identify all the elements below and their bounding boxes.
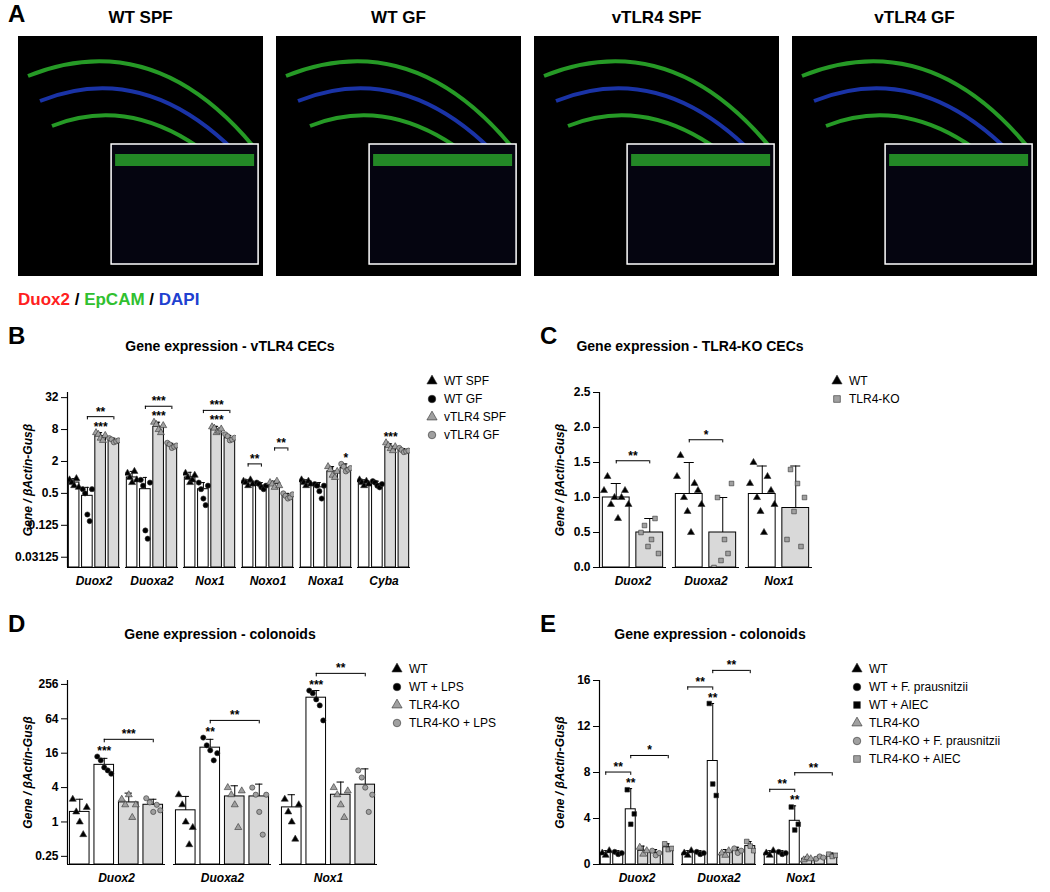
- svg-text:256: 256: [38, 677, 58, 691]
- svg-text:***: ***: [309, 678, 323, 692]
- html-text:vTLR4 SPF: vTLR4 SPF: [611, 8, 702, 27]
- html-text:WT GF: WT GF: [444, 392, 483, 406]
- svg-text:Nox1: Nox1: [314, 871, 344, 885]
- svg-text:**: **: [614, 760, 624, 774]
- html-text:TLR4-KO + F. prausnitzii: TLR4-KO + F. prausnitzii: [869, 734, 1000, 748]
- html-text:Gene expression - TLR4-KO CECs: Gene expression - TLR4-KO CECs: [576, 338, 804, 354]
- svg-text:Duoxa2: Duoxa2: [697, 871, 741, 885]
- html-text:vTLR4 GF: vTLR4 GF: [874, 8, 955, 27]
- svg-text:Nox1: Nox1: [786, 871, 816, 885]
- svg-text:Noxa1: Noxa1: [308, 574, 344, 588]
- svg-text:Duoxa2: Duoxa2: [684, 574, 728, 588]
- html-text:E: E: [540, 610, 556, 637]
- svg-text:1.0: 1.0: [574, 490, 591, 504]
- html-text:WT SPF: WT SPF: [444, 374, 490, 388]
- svg-text:Gene / βActin-Gusβ: Gene / βActin-Gusβ: [21, 423, 35, 536]
- svg-text:16: 16: [45, 746, 59, 760]
- svg-text:2: 2: [52, 454, 59, 468]
- svg-text:**: **: [790, 793, 800, 807]
- svg-text:2.5: 2.5: [574, 385, 591, 399]
- svg-text:0.03125: 0.03125: [15, 550, 59, 564]
- html-text:WT + AIEC: WT + AIEC: [869, 698, 929, 712]
- svg-text:12: 12: [577, 719, 591, 733]
- svg-text:**: **: [778, 777, 788, 791]
- svg-text:0: 0: [584, 857, 591, 871]
- svg-text:*: *: [344, 451, 349, 465]
- html-text:TLR4-KO: TLR4-KO: [409, 698, 460, 712]
- svg-text:***: ***: [97, 744, 111, 758]
- svg-text:Duox2: Duox2: [615, 574, 652, 588]
- svg-text:0.5: 0.5: [574, 525, 591, 539]
- svg-text:Gene / βActin-Gusβ: Gene / βActin-Gusβ: [553, 423, 567, 536]
- svg-text:0.25: 0.25: [35, 849, 59, 863]
- html-text:WT GF: WT GF: [371, 8, 426, 27]
- svg-text:**: **: [250, 452, 260, 466]
- svg-text:***: ***: [152, 409, 166, 423]
- svg-text:**: **: [708, 691, 718, 705]
- svg-text:***: ***: [122, 727, 136, 741]
- svg-text:Duox2: Duox2: [619, 871, 656, 885]
- html-text:TLR4-KO + LPS: TLR4-KO + LPS: [409, 716, 496, 730]
- svg-text:Nox1: Nox1: [195, 574, 225, 588]
- svg-text:**: **: [626, 776, 636, 790]
- html-text:vTLR4 GF: vTLR4 GF: [444, 428, 500, 442]
- html-text:Gene expression - vTLR4 CECs: Gene expression - vTLR4 CECs: [125, 338, 335, 354]
- html-text:WT: WT: [849, 374, 868, 388]
- svg-text:**: **: [809, 761, 819, 775]
- svg-text:**: **: [206, 725, 216, 739]
- html-text:C: C: [540, 322, 558, 349]
- svg-text:Noxo1: Noxo1: [250, 574, 287, 588]
- html-text:Gene expression - colonoids: Gene expression - colonoids: [124, 626, 316, 642]
- svg-text:**: **: [336, 661, 346, 675]
- svg-text:8: 8: [584, 765, 591, 779]
- html-text:D: D: [8, 610, 26, 637]
- svg-text:***: ***: [210, 413, 224, 427]
- html-text:TLR4-KO + AIEC: TLR4-KO + AIEC: [869, 752, 961, 766]
- svg-text:**: **: [96, 405, 106, 419]
- svg-text:16: 16: [577, 673, 591, 687]
- svg-text:64: 64: [45, 712, 59, 726]
- html-text:WT: WT: [869, 662, 888, 676]
- svg-text:Nox1: Nox1: [764, 574, 794, 588]
- svg-text:***: ***: [210, 398, 224, 412]
- svg-text:Duox2: Duox2: [98, 871, 135, 885]
- svg-text:**: **: [230, 708, 240, 722]
- html-text:TLR4-KO: TLR4-KO: [849, 392, 900, 406]
- svg-text:Gene / βActin-Gusβ: Gene / βActin-Gusβ: [553, 716, 567, 829]
- svg-text:4: 4: [52, 780, 59, 794]
- svg-text:***: ***: [152, 394, 166, 408]
- svg-text:**: **: [628, 449, 638, 463]
- html-text:WT SPF: WT SPF: [108, 8, 173, 27]
- svg-text:***: ***: [384, 430, 398, 444]
- html-text:WT + LPS: WT + LPS: [409, 680, 464, 694]
- html-text:WT: WT: [409, 662, 428, 676]
- svg-text:0.5: 0.5: [42, 486, 59, 500]
- svg-text:0.0: 0.0: [574, 560, 591, 574]
- svg-text:*: *: [647, 743, 652, 757]
- svg-text:32: 32: [45, 390, 59, 404]
- svg-text:8: 8: [52, 422, 59, 436]
- svg-text:*: *: [704, 428, 709, 442]
- html-text:Gene expression - colonoids: Gene expression - colonoids: [614, 626, 806, 642]
- html-text:Duox2 / EpCAM / DAPI: Duox2 / EpCAM / DAPI: [18, 290, 200, 309]
- html-text:A: A: [8, 0, 26, 27]
- html-text:B: B: [8, 322, 26, 349]
- svg-text:**: **: [696, 675, 706, 689]
- svg-text:Duoxa2: Duoxa2: [201, 871, 245, 885]
- svg-text:1.5: 1.5: [574, 455, 591, 469]
- svg-text:Cyba: Cyba: [369, 574, 399, 588]
- html-text:vTLR4 SPF: vTLR4 SPF: [444, 410, 506, 424]
- svg-text:2.0: 2.0: [574, 420, 591, 434]
- svg-text:**: **: [277, 436, 287, 450]
- html-text:TLR4-KO: TLR4-KO: [869, 716, 920, 730]
- svg-text:1: 1: [52, 815, 59, 829]
- svg-text:4: 4: [584, 811, 591, 825]
- svg-text:***: ***: [94, 420, 108, 434]
- svg-text:**: **: [727, 658, 737, 672]
- svg-text:Duoxa2: Duoxa2: [130, 574, 174, 588]
- html-text:WT + F. prausnitzii: WT + F. prausnitzii: [869, 680, 968, 694]
- svg-text:Duox2: Duox2: [76, 574, 113, 588]
- svg-text:0.125: 0.125: [28, 518, 59, 533]
- svg-text:Gene / βActin-Gusβ: Gene / βActin-Gusβ: [21, 716, 35, 829]
